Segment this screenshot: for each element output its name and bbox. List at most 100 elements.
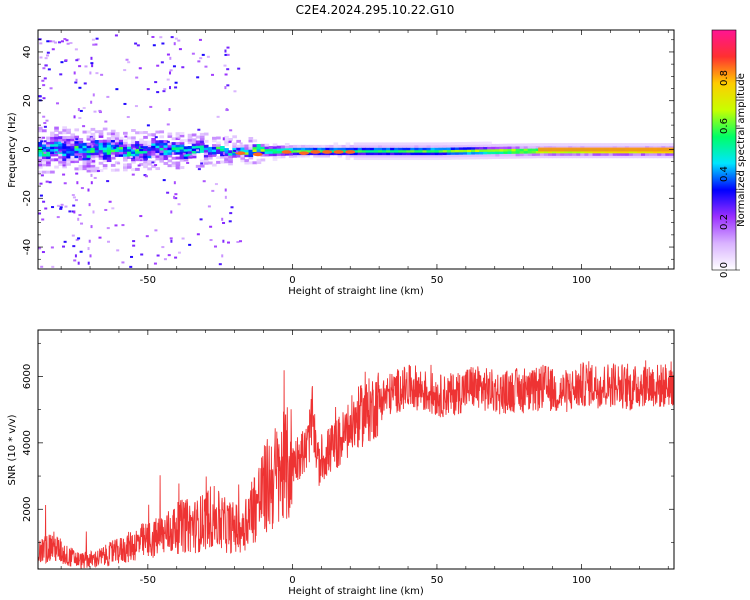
heat-noise xyxy=(153,262,157,265)
heat-cell xyxy=(62,145,67,149)
spectrogram-y-tick-label: 0 xyxy=(22,146,33,152)
heat-streak xyxy=(89,71,92,75)
heat-cell xyxy=(548,150,553,154)
heat-noise xyxy=(60,61,64,64)
heat-noise xyxy=(45,180,49,183)
heat-cell xyxy=(305,147,310,151)
heat-noise xyxy=(131,173,135,176)
heat-cell xyxy=(240,147,246,151)
heat-cell xyxy=(220,148,225,152)
heat-cell xyxy=(442,144,448,148)
spectrogram-y-label: Frequency (Hz) xyxy=(7,112,18,188)
heat-cell xyxy=(495,156,500,159)
heat-noise xyxy=(59,206,63,209)
heat-cell xyxy=(398,152,403,156)
snr-y-tick-label: 2000 xyxy=(22,497,33,522)
heat-cell xyxy=(548,155,553,159)
heat-cell xyxy=(309,152,314,156)
heat-cell xyxy=(66,162,71,166)
heat-cell xyxy=(131,153,136,157)
heat-cell xyxy=(463,146,468,150)
heat-noise xyxy=(179,152,183,155)
heat-streak xyxy=(90,173,93,177)
heat-cell xyxy=(163,140,169,143)
heat-cell xyxy=(641,152,646,156)
heat-noise xyxy=(104,208,108,211)
heat-cell xyxy=(596,155,602,159)
heat-cell xyxy=(365,142,371,146)
heat-cell xyxy=(463,156,468,160)
heat-cell xyxy=(244,146,250,150)
heat-cell xyxy=(86,145,92,149)
heat-noise xyxy=(39,182,43,185)
heat-cell xyxy=(191,153,197,156)
heat-noise xyxy=(207,205,211,208)
heat-cell xyxy=(402,157,407,161)
heat-ridge-strong xyxy=(538,147,674,152)
heat-cell xyxy=(624,155,630,159)
heat-cell xyxy=(155,142,161,146)
snr-x-tick-label: -50 xyxy=(140,575,156,586)
colorbar-tick-label: 0.8 xyxy=(719,70,730,86)
heat-cell xyxy=(38,161,43,164)
heat-noise xyxy=(156,91,160,94)
heat-cell xyxy=(620,143,626,147)
heat-noise xyxy=(46,51,50,54)
heat-cell xyxy=(236,149,241,153)
heat-cell xyxy=(224,160,229,164)
heat-streak xyxy=(172,151,175,155)
heat-noise xyxy=(83,82,87,85)
heat-cell xyxy=(657,155,662,159)
heat-cell xyxy=(616,152,622,156)
heat-cell xyxy=(588,152,594,156)
heat-cell xyxy=(475,156,480,160)
heat-noise xyxy=(53,41,57,44)
heat-cell xyxy=(487,141,492,145)
heat-cell xyxy=(543,150,549,154)
heat-cell xyxy=(66,128,71,132)
heat-noise xyxy=(51,206,55,209)
heat-cell xyxy=(487,151,492,155)
heat-cell xyxy=(353,147,359,151)
heat-cell xyxy=(167,132,173,136)
heat-cell xyxy=(572,150,577,154)
heat-cell xyxy=(191,150,197,154)
heat-cell xyxy=(301,149,306,153)
heat-cell xyxy=(179,139,185,143)
heat-cell xyxy=(556,145,561,149)
heat-cell xyxy=(62,150,67,154)
heat-noise xyxy=(44,64,48,67)
heat-cell xyxy=(54,165,59,169)
heat-cell xyxy=(248,149,254,153)
heat-cell xyxy=(155,140,161,144)
heat-cell xyxy=(442,142,448,146)
heat-cell xyxy=(102,159,108,163)
heat-cell xyxy=(507,143,513,147)
heat-noise xyxy=(117,162,121,165)
heat-noise xyxy=(82,107,86,110)
heat-noise xyxy=(127,61,131,64)
heat-cell xyxy=(527,153,533,156)
heat-cell xyxy=(499,153,505,157)
heat-cell xyxy=(82,147,88,151)
heat-cell xyxy=(46,136,51,140)
heat-cell xyxy=(345,142,351,146)
heat-cell xyxy=(70,157,76,161)
heat-cell xyxy=(414,154,420,158)
heat-cell xyxy=(38,165,43,169)
heat-cell xyxy=(503,143,509,147)
heat-cell xyxy=(46,170,51,174)
heat-cell xyxy=(345,157,351,161)
heat-cell xyxy=(430,142,436,146)
heat-noise xyxy=(223,64,227,67)
heat-cell xyxy=(86,135,92,139)
heat-cell xyxy=(669,155,674,159)
heat-cell xyxy=(143,148,148,152)
heat-noise xyxy=(201,53,205,56)
heat-cell xyxy=(560,155,565,159)
heat-cell xyxy=(592,155,598,159)
heat-cell xyxy=(592,150,598,154)
heat-cell xyxy=(454,151,460,155)
heat-cell xyxy=(410,142,415,146)
heat-cell xyxy=(127,156,132,159)
